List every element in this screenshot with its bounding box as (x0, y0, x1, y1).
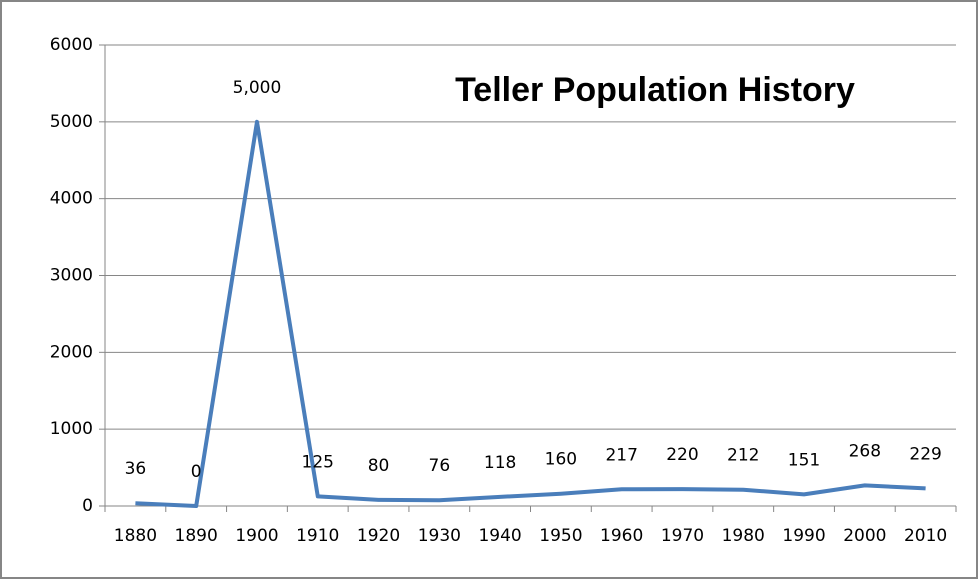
data-label: 268 (849, 441, 881, 461)
y-tick-label: 3000 (50, 266, 93, 286)
data-label: 229 (909, 444, 941, 464)
x-tick-label: 1980 (722, 526, 765, 546)
data-label: 118 (484, 453, 516, 473)
x-tick-label: 1940 (478, 526, 521, 546)
y-tick-label: 0 (82, 496, 93, 516)
x-tick-label: 1910 (296, 526, 339, 546)
y-tick-label: 1000 (50, 419, 93, 439)
x-tick-label: 1890 (175, 526, 218, 546)
data-label: 0 (191, 462, 202, 482)
x-tick-label: 1920 (357, 526, 400, 546)
x-tick-label: 1930 (418, 526, 461, 546)
data-label: 160 (545, 450, 577, 470)
x-tick-label: 2000 (843, 526, 886, 546)
data-label: 76 (429, 456, 451, 476)
data-label: 151 (788, 450, 820, 470)
data-label: 217 (605, 445, 637, 465)
data-label: 80 (368, 456, 390, 476)
x-tick-label: 1960 (600, 526, 643, 546)
x-tick-label: 1970 (661, 526, 704, 546)
x-tick-label: 1900 (235, 526, 278, 546)
data-label: 212 (727, 446, 759, 466)
y-tick-label: 4000 (50, 189, 93, 209)
data-label: 36 (125, 459, 147, 479)
y-tick-label: 6000 (50, 35, 93, 55)
data-label: 220 (666, 445, 698, 465)
y-tick-label: 5000 (50, 112, 93, 132)
data-label: 125 (302, 452, 334, 472)
y-tick-label: 2000 (50, 342, 93, 362)
x-tick-label: 2010 (904, 526, 947, 546)
data-label: 5,000 (233, 78, 282, 98)
data-line (135, 119, 926, 508)
chart-title: Teller Population History (455, 71, 855, 109)
x-tick-label: 1950 (539, 526, 582, 546)
x-tick-label: 1880 (114, 526, 157, 546)
x-tick-label: 1990 (782, 526, 825, 546)
